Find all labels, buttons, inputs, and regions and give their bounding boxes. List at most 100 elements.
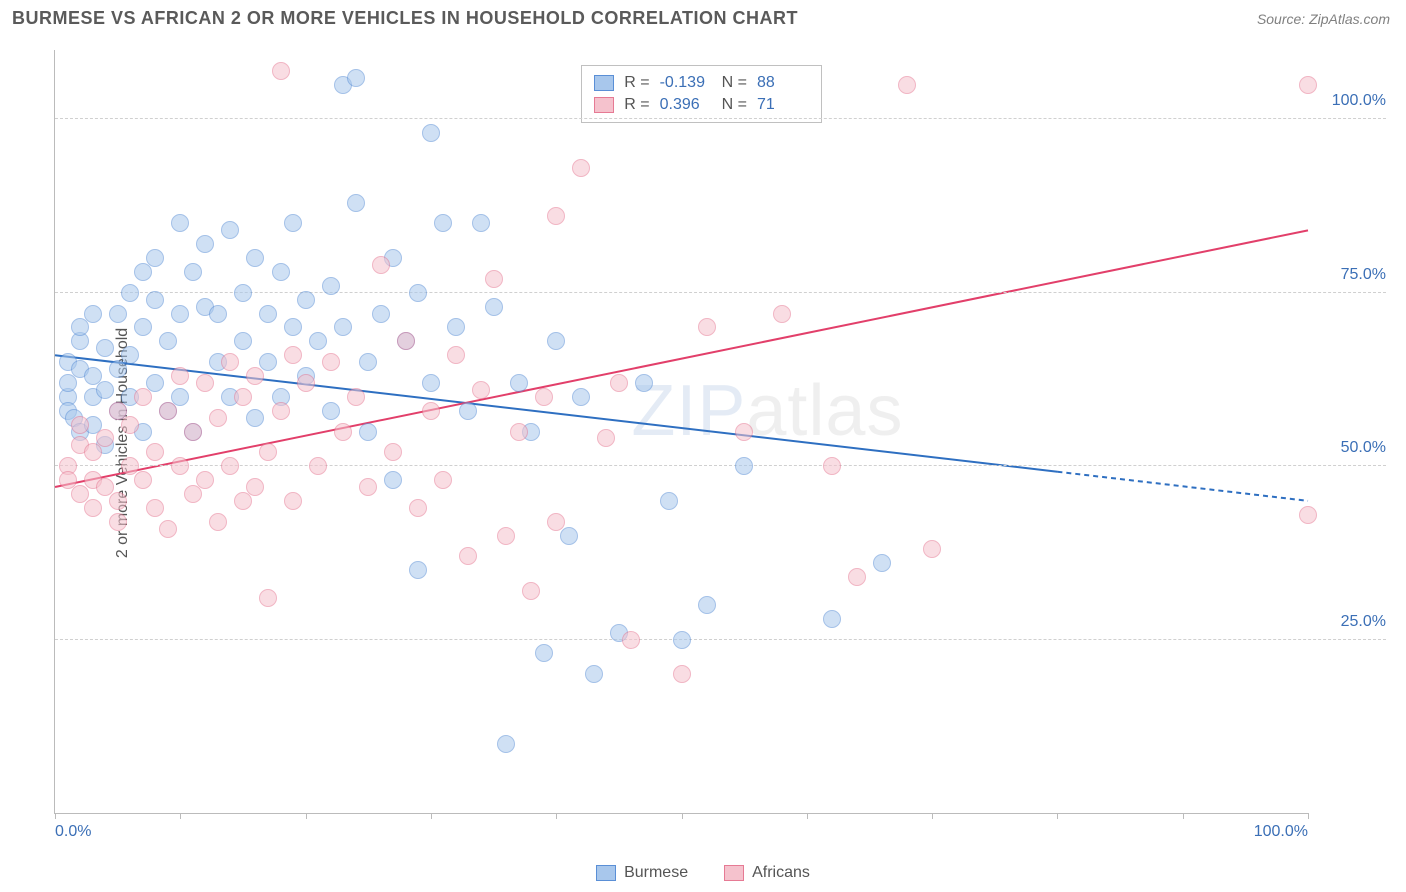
data-point bbox=[96, 339, 114, 357]
legend-item: Africans bbox=[724, 864, 810, 882]
data-point bbox=[698, 596, 716, 614]
data-point bbox=[560, 527, 578, 545]
y-tick-label: 25.0% bbox=[1314, 613, 1386, 631]
x-tick bbox=[682, 813, 683, 819]
data-point bbox=[372, 256, 390, 274]
data-point bbox=[459, 402, 477, 420]
gridline bbox=[55, 118, 1386, 119]
data-point bbox=[472, 214, 490, 232]
data-point bbox=[322, 402, 340, 420]
data-point bbox=[184, 263, 202, 281]
data-point bbox=[71, 416, 89, 434]
data-point bbox=[134, 318, 152, 336]
data-point bbox=[297, 291, 315, 309]
data-point bbox=[610, 374, 628, 392]
data-point bbox=[109, 513, 127, 531]
data-point bbox=[84, 443, 102, 461]
data-point bbox=[673, 665, 691, 683]
data-point bbox=[384, 443, 402, 461]
data-point bbox=[522, 582, 540, 600]
data-point bbox=[259, 305, 277, 323]
legend-swatch bbox=[724, 865, 744, 881]
data-point bbox=[397, 332, 415, 350]
r-label: R = bbox=[624, 72, 649, 94]
data-point bbox=[497, 527, 515, 545]
data-point bbox=[209, 305, 227, 323]
data-point bbox=[234, 284, 252, 302]
n-value: 88 bbox=[757, 72, 809, 94]
n-value: 71 bbox=[757, 94, 809, 116]
data-point bbox=[384, 471, 402, 489]
data-point bbox=[535, 388, 553, 406]
data-point bbox=[196, 235, 214, 253]
data-point bbox=[234, 332, 252, 350]
data-point bbox=[823, 610, 841, 628]
data-point bbox=[221, 353, 239, 371]
data-point bbox=[409, 499, 427, 517]
data-point bbox=[109, 492, 127, 510]
data-point bbox=[221, 221, 239, 239]
data-point bbox=[572, 388, 590, 406]
data-point bbox=[372, 305, 390, 323]
x-tick bbox=[1183, 813, 1184, 819]
data-point bbox=[547, 207, 565, 225]
data-point bbox=[359, 423, 377, 441]
data-point bbox=[246, 367, 264, 385]
data-point bbox=[434, 471, 452, 489]
series-legend: BurmeseAfricans bbox=[0, 864, 1406, 882]
data-point bbox=[159, 520, 177, 538]
data-point bbox=[347, 194, 365, 212]
data-point bbox=[84, 499, 102, 517]
data-point bbox=[146, 443, 164, 461]
data-point bbox=[422, 374, 440, 392]
data-point bbox=[485, 298, 503, 316]
x-tick-label: 100.0% bbox=[1254, 823, 1308, 841]
data-point bbox=[109, 305, 127, 323]
data-point bbox=[923, 540, 941, 558]
data-point bbox=[272, 62, 290, 80]
data-point bbox=[146, 374, 164, 392]
data-point bbox=[146, 499, 164, 517]
data-point bbox=[246, 249, 264, 267]
data-point bbox=[171, 457, 189, 475]
x-tick bbox=[556, 813, 557, 819]
data-point bbox=[272, 263, 290, 281]
n-label: N = bbox=[722, 72, 747, 94]
data-point bbox=[309, 332, 327, 350]
data-point bbox=[823, 457, 841, 475]
data-point bbox=[347, 69, 365, 87]
data-point bbox=[259, 353, 277, 371]
data-point bbox=[84, 305, 102, 323]
data-point bbox=[359, 353, 377, 371]
y-tick-label: 50.0% bbox=[1314, 439, 1386, 457]
data-point bbox=[109, 360, 127, 378]
data-point bbox=[547, 332, 565, 350]
data-point bbox=[59, 374, 77, 392]
data-point bbox=[134, 388, 152, 406]
data-point bbox=[259, 589, 277, 607]
data-point bbox=[121, 346, 139, 364]
data-point bbox=[309, 457, 327, 475]
data-point bbox=[735, 423, 753, 441]
r-value: -0.139 bbox=[660, 72, 712, 94]
r-value: 0.396 bbox=[660, 94, 712, 116]
header: BURMESE VS AFRICAN 2 OR MORE VEHICLES IN… bbox=[0, 0, 1406, 33]
data-point bbox=[246, 409, 264, 427]
data-point bbox=[485, 270, 503, 288]
x-tick bbox=[1057, 813, 1058, 819]
data-point bbox=[585, 665, 603, 683]
trend-lines bbox=[55, 50, 1308, 813]
data-point bbox=[209, 409, 227, 427]
x-tick bbox=[932, 813, 933, 819]
legend-swatch bbox=[596, 865, 616, 881]
y-tick-label: 100.0% bbox=[1314, 92, 1386, 110]
data-point bbox=[434, 214, 452, 232]
gridline bbox=[55, 465, 1386, 466]
data-point bbox=[71, 318, 89, 336]
data-point bbox=[773, 305, 791, 323]
data-point bbox=[660, 492, 678, 510]
scatter-plot: ZIPatlas R =-0.139N =88R =0.396N =71 25.… bbox=[54, 50, 1308, 814]
x-tick bbox=[180, 813, 181, 819]
data-point bbox=[234, 388, 252, 406]
x-tick bbox=[431, 813, 432, 819]
